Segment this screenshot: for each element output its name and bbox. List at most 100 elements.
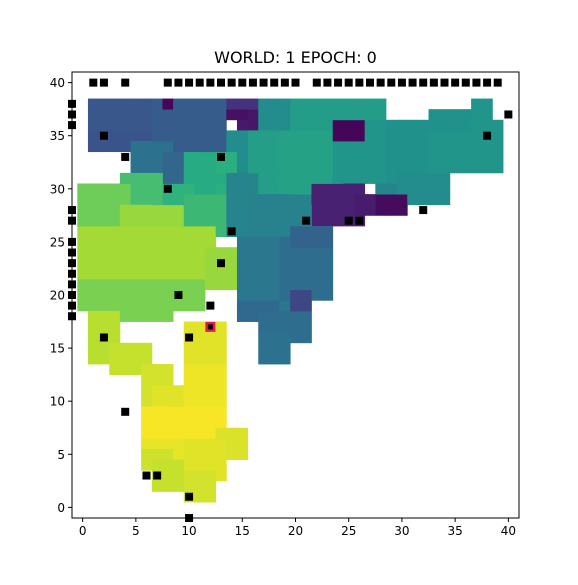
heatmap-cell bbox=[183, 109, 195, 121]
heatmap-cell bbox=[290, 321, 302, 333]
heatmap-cell bbox=[194, 119, 206, 131]
heatmap-cell bbox=[492, 151, 504, 163]
heatmap-cell bbox=[77, 183, 89, 195]
heatmap-cell bbox=[162, 438, 174, 450]
heatmap-cell bbox=[300, 236, 312, 248]
y-tick-label: 5 bbox=[57, 448, 65, 462]
heatmap-cell bbox=[236, 204, 248, 216]
heatmap-cell bbox=[226, 438, 238, 450]
obstacle-marker bbox=[89, 78, 98, 87]
heatmap-cell bbox=[311, 109, 323, 121]
heatmap-cell bbox=[417, 194, 429, 206]
obstacle-marker bbox=[493, 78, 502, 87]
heatmap-cell bbox=[226, 194, 238, 206]
heatmap-cell bbox=[98, 236, 110, 248]
x-tick-label: 15 bbox=[235, 524, 250, 538]
obstacle-marker bbox=[174, 78, 183, 87]
heatmap-cell bbox=[236, 183, 248, 195]
heatmap-cell bbox=[290, 215, 302, 227]
heatmap-cell bbox=[439, 151, 451, 163]
heatmap-cell bbox=[236, 141, 248, 153]
heatmap-cell bbox=[364, 194, 376, 206]
heatmap-cell bbox=[173, 119, 185, 131]
heatmap-cell bbox=[236, 247, 248, 259]
heatmap-cell bbox=[332, 183, 344, 195]
y-tick-label: 30 bbox=[50, 182, 65, 196]
heatmap-cell bbox=[332, 119, 344, 131]
heatmap-cell bbox=[311, 204, 323, 216]
obstacle-marker bbox=[302, 216, 311, 225]
heatmap-cell bbox=[322, 194, 334, 206]
heatmap-cell bbox=[300, 151, 312, 163]
heatmap-cell bbox=[205, 257, 217, 269]
heatmap-cell bbox=[215, 353, 227, 365]
heatmap-cell bbox=[268, 300, 280, 312]
heatmap-cell bbox=[226, 448, 238, 460]
heatmap-cell bbox=[311, 119, 323, 131]
heatmap-cell bbox=[98, 268, 110, 280]
heatmap-cell bbox=[130, 172, 142, 184]
heatmap-cell bbox=[194, 332, 206, 344]
heatmap-cell bbox=[87, 98, 99, 110]
heatmap-cell bbox=[439, 194, 451, 206]
heatmap-cell bbox=[98, 279, 110, 291]
heatmap-cell bbox=[151, 204, 163, 216]
heatmap-cell bbox=[343, 151, 355, 163]
heatmap-cell bbox=[481, 119, 493, 131]
heatmap-cell bbox=[226, 98, 238, 110]
heatmap-cell bbox=[151, 172, 163, 184]
heatmap-cell bbox=[141, 162, 153, 174]
heatmap-cell bbox=[173, 438, 185, 450]
heatmap-cell bbox=[215, 427, 227, 439]
heatmap-cell bbox=[290, 162, 302, 174]
heatmap-cell bbox=[300, 204, 312, 216]
heatmap-cell bbox=[109, 236, 121, 248]
heatmap-cell bbox=[449, 130, 461, 142]
heatmap-cell bbox=[226, 130, 238, 142]
heatmap-cell bbox=[492, 141, 504, 153]
heatmap-cell bbox=[141, 247, 153, 259]
heatmap-cell bbox=[173, 279, 185, 291]
heatmap-cell bbox=[119, 172, 131, 184]
heatmap-cell bbox=[194, 438, 206, 450]
heatmap-cell bbox=[311, 247, 323, 259]
heatmap-cell bbox=[183, 119, 195, 131]
heatmap-cell bbox=[268, 353, 280, 365]
heatmap-cell bbox=[343, 130, 355, 142]
obstacle-marker bbox=[238, 78, 247, 87]
heatmap-cell bbox=[162, 310, 174, 322]
heatmap-cell bbox=[98, 257, 110, 269]
heatmap-cell bbox=[194, 491, 206, 503]
heatmap-cell bbox=[87, 300, 99, 312]
heatmap-cell bbox=[236, 257, 248, 269]
heatmap-cell bbox=[332, 215, 344, 227]
heatmap-cell bbox=[226, 268, 238, 280]
heatmap-cell bbox=[471, 109, 483, 121]
heatmap-cell bbox=[322, 172, 334, 184]
heatmap-cell bbox=[119, 130, 131, 142]
obstacle-marker bbox=[121, 152, 130, 161]
heatmap-cell bbox=[183, 172, 195, 184]
heatmap-cell bbox=[130, 279, 142, 291]
heatmap-cell bbox=[343, 172, 355, 184]
heatmap-cell bbox=[109, 109, 121, 121]
heatmap-cell bbox=[194, 427, 206, 439]
heatmap-cell bbox=[290, 141, 302, 153]
obstacle-marker bbox=[99, 131, 108, 140]
heatmap-cell bbox=[236, 162, 248, 174]
heatmap-cell bbox=[311, 215, 323, 227]
heatmap-cell bbox=[385, 130, 397, 142]
heatmap-cells bbox=[77, 98, 504, 503]
heatmap-cell bbox=[268, 141, 280, 153]
heatmap-cell bbox=[194, 289, 206, 301]
heatmap-cell bbox=[332, 98, 344, 110]
heatmap-cell bbox=[183, 342, 195, 354]
obstacle-marker bbox=[185, 78, 194, 87]
heatmap-cell bbox=[247, 257, 259, 269]
heatmap-cell bbox=[268, 236, 280, 248]
current-cell-layer bbox=[205, 321, 216, 332]
obstacle-marker bbox=[451, 78, 460, 87]
heatmap-cell bbox=[258, 236, 270, 248]
heatmap-cell bbox=[151, 141, 163, 153]
heatmap-cell bbox=[215, 194, 227, 206]
